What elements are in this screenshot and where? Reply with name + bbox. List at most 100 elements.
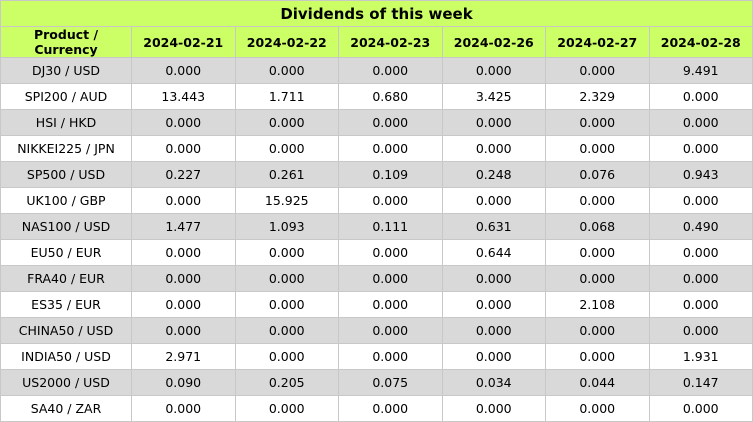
dividend-cell: 0.000 xyxy=(545,395,650,422)
dividend-cell: 0.000 xyxy=(545,135,650,162)
table-row: NAS100 / USD 1.477 1.093 0.111 0.631 0.068 0.4… xyxy=(0,213,753,240)
dividend-cell: 1.093 xyxy=(234,213,339,240)
table-row: EU50 / EUR 0.000 0.000 0.000 0.644 0.000 0.000 xyxy=(0,239,753,266)
dividend-cell: 0.000 xyxy=(648,395,753,422)
dividend-cell: 2.108 xyxy=(545,291,650,318)
product-cell: DJ30 / USD xyxy=(0,57,132,84)
dividend-cell: 0.000 xyxy=(648,109,753,136)
dividend-cell: 0.000 xyxy=(648,317,753,344)
dividend-cell: 0.644 xyxy=(441,239,546,266)
dividend-cell: 0.000 xyxy=(234,317,339,344)
dividend-cell: 1.931 xyxy=(648,343,753,370)
dividend-cell: 0.034 xyxy=(441,369,546,396)
dividend-cell: 0.000 xyxy=(131,291,236,318)
dividend-cell: 0.000 xyxy=(441,265,546,292)
product-cell: SP500 / USD xyxy=(0,161,132,188)
dividend-cell: 0.000 xyxy=(441,109,546,136)
dividend-cell: 13.443 xyxy=(131,83,236,110)
dividend-cell: 0.075 xyxy=(338,369,443,396)
product-cell: SA40 / ZAR xyxy=(0,395,132,422)
table-row: SP500 / USD 0.227 0.261 0.109 0.248 0.076 0.94… xyxy=(0,161,753,188)
table-row: SA40 / ZAR 0.000 0.000 0.000 0.000 0.000 0.000 xyxy=(0,395,753,422)
dividend-cell: 0.227 xyxy=(131,161,236,188)
dividend-cell: 0.147 xyxy=(648,369,753,396)
dividend-cell: 0.000 xyxy=(338,187,443,214)
dividend-cell: 0.248 xyxy=(441,161,546,188)
table-row: CHINA50 / USD 0.000 0.000 0.000 0.000 0.000 0.… xyxy=(0,317,753,344)
header-cell: 2024-02-21 xyxy=(131,26,236,58)
dividend-cell: 0.044 xyxy=(545,369,650,396)
dividend-cell: 0.000 xyxy=(545,265,650,292)
table-row: HSI / HKD 0.000 0.000 0.000 0.000 0.000 0.000 xyxy=(0,109,753,136)
table-row: US2000 / USD 0.090 0.205 0.075 0.034 0.044 0.1… xyxy=(0,369,753,396)
dividend-cell: 0.111 xyxy=(338,213,443,240)
dividend-cell: 0.000 xyxy=(441,187,546,214)
dividend-cell: 0.000 xyxy=(338,135,443,162)
dividend-cell: 0.000 xyxy=(648,239,753,266)
header-cell: 2024-02-27 xyxy=(545,26,650,58)
dividend-cell: 0.000 xyxy=(441,343,546,370)
product-cell: NIKKEI225 / JPN xyxy=(0,135,132,162)
dividend-cell: 3.425 xyxy=(441,83,546,110)
dividend-cell: 15.925 xyxy=(234,187,339,214)
dividend-cell: 0.000 xyxy=(338,265,443,292)
dividend-cell: 0.000 xyxy=(234,135,339,162)
header-cell: 2024-02-23 xyxy=(338,26,443,58)
product-cell: EU50 / EUR xyxy=(0,239,132,266)
dividend-cell: 0.000 xyxy=(441,291,546,318)
dividend-cell: 0.076 xyxy=(545,161,650,188)
dividend-cell: 0.000 xyxy=(131,317,236,344)
dividend-cell: 0.000 xyxy=(338,57,443,84)
product-cell: INDIA50 / USD xyxy=(0,343,132,370)
dividend-cell: 0.000 xyxy=(441,135,546,162)
dividend-cell: 0.000 xyxy=(441,57,546,84)
dividend-cell: 0.000 xyxy=(234,57,339,84)
dividend-cell: 0.000 xyxy=(234,291,339,318)
table-row: SPI200 / AUD 13.443 1.711 0.680 3.425 2.329 0.… xyxy=(0,83,753,110)
dividend-cell: 9.491 xyxy=(648,57,753,84)
dividend-cell: 0.000 xyxy=(131,187,236,214)
dividend-cell: 1.711 xyxy=(234,83,339,110)
dividend-cell: 0.000 xyxy=(648,187,753,214)
product-cell: CHINA50 / USD xyxy=(0,317,132,344)
dividend-cell: 0.205 xyxy=(234,369,339,396)
dividend-cell: 0.000 xyxy=(234,343,339,370)
dividend-cell: 0.000 xyxy=(545,57,650,84)
dividend-cell: 0.000 xyxy=(648,265,753,292)
dividend-cell: 0.000 xyxy=(338,317,443,344)
dividend-cell: 0.090 xyxy=(131,369,236,396)
dividend-cell: 0.000 xyxy=(545,317,650,344)
dividend-cell: 0.000 xyxy=(648,83,753,110)
dividend-cell: 0.000 xyxy=(131,395,236,422)
product-cell: HSI / HKD xyxy=(0,109,132,136)
dividend-cell: 0.000 xyxy=(545,187,650,214)
dividend-cell: 0.000 xyxy=(131,135,236,162)
table-title: Dividends of this week xyxy=(0,0,753,27)
table-row: DJ30 / USD 0.000 0.000 0.000 0.000 0.000 9.491 xyxy=(0,57,753,84)
dividend-cell: 0.000 xyxy=(338,239,443,266)
header-row: Product / Currency 2024-02-21 2024-02-22 20… xyxy=(0,26,753,58)
dividend-cell: 1.477 xyxy=(131,213,236,240)
dividend-cell: 0.000 xyxy=(131,265,236,292)
header-cell: 2024-02-26 xyxy=(441,26,546,58)
dividend-cell: 0.000 xyxy=(545,239,650,266)
dividend-cell: 0.490 xyxy=(648,213,753,240)
dividend-cell: 0.000 xyxy=(131,109,236,136)
dividend-cell: 0.631 xyxy=(441,213,546,240)
dividend-cell: 0.000 xyxy=(234,239,339,266)
product-cell: US2000 / USD xyxy=(0,369,132,396)
table-row: UK100 / GBP 0.000 15.925 0.000 0.000 0.000 0.0… xyxy=(0,187,753,214)
dividend-cell: 0.000 xyxy=(131,239,236,266)
table-row: NIKKEI225 / JPN 0.000 0.000 0.000 0.000 0.000… xyxy=(0,135,753,162)
dividend-cell: 0.000 xyxy=(131,57,236,84)
product-cell: UK100 / GBP xyxy=(0,187,132,214)
header-cell: 2024-02-28 xyxy=(648,26,753,58)
dividend-cell: 0.680 xyxy=(338,83,443,110)
dividend-cell: 0.000 xyxy=(234,395,339,422)
dividend-cell: 2.971 xyxy=(131,343,236,370)
dividend-cell: 0.000 xyxy=(441,395,546,422)
product-cell: ES35 / EUR xyxy=(0,291,132,318)
dividend-cell: 0.000 xyxy=(338,395,443,422)
